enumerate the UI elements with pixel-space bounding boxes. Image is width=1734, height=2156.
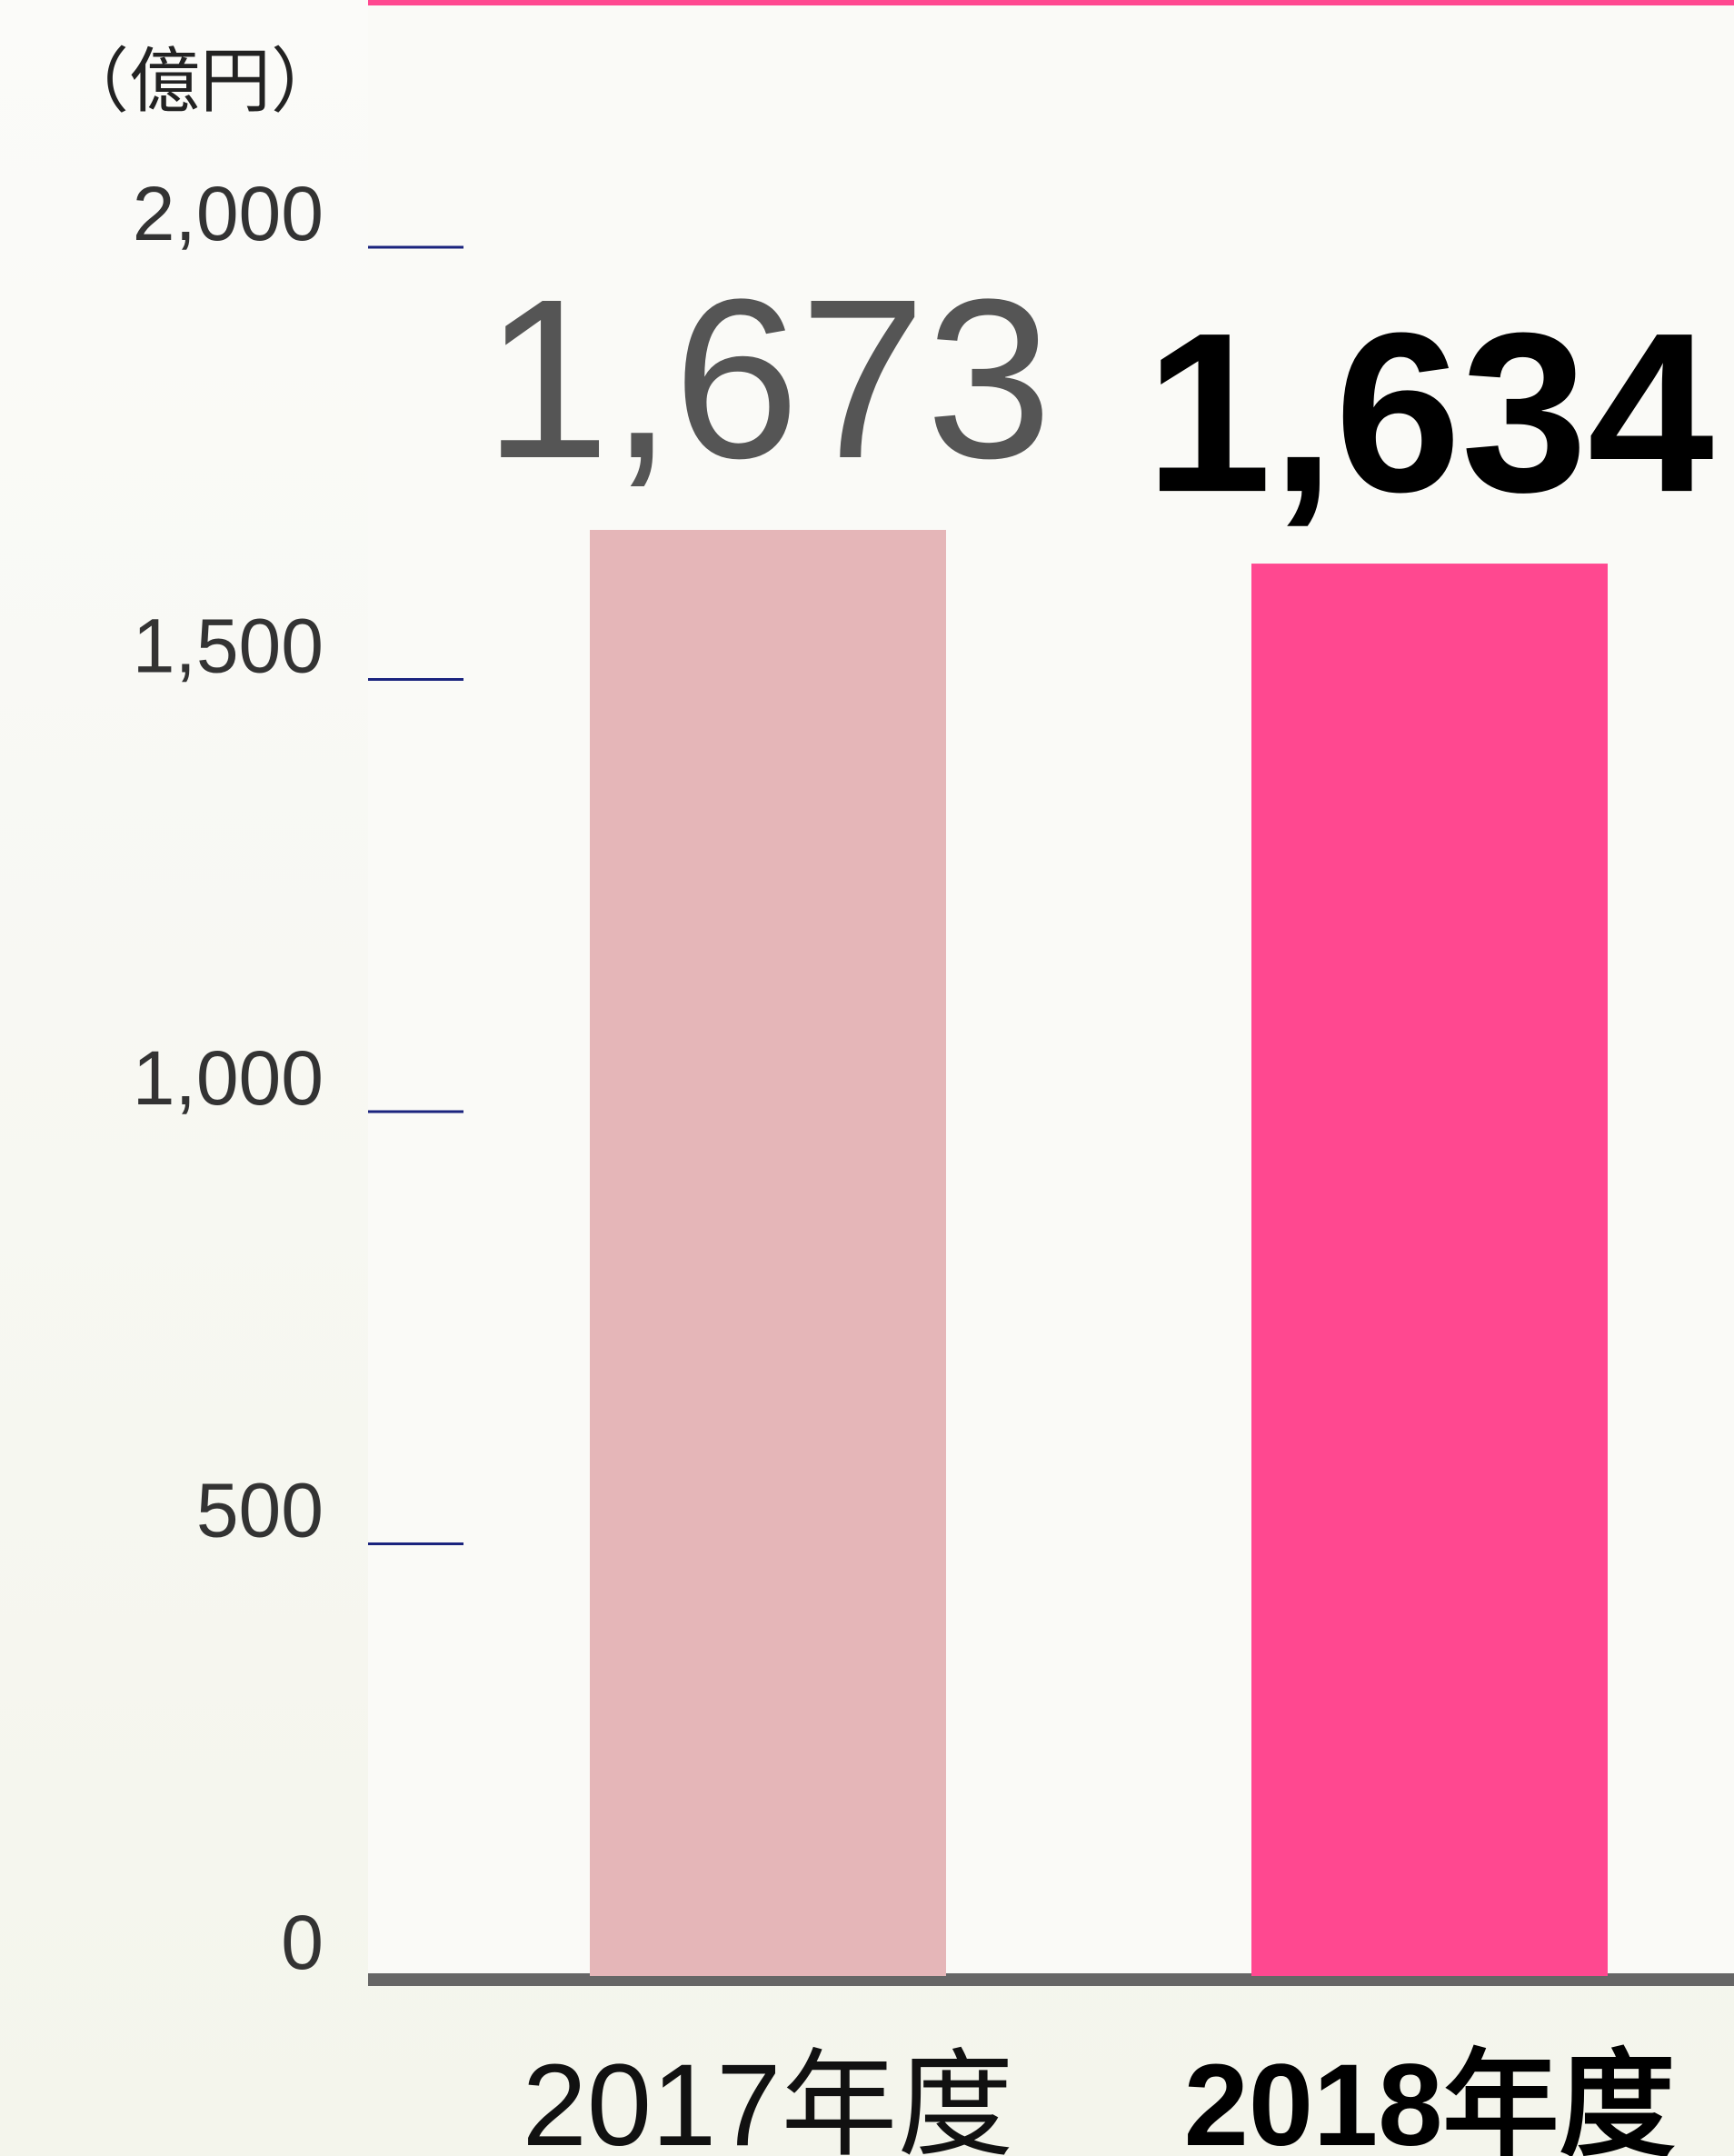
y-tick-label: 1,500	[133, 604, 324, 689]
y-tick-label: 0	[281, 1900, 324, 1985]
value-label: 1,673	[483, 252, 1052, 505]
y-tick-label: 1,000	[133, 1035, 324, 1121]
bar	[1251, 564, 1608, 1977]
y-tick-label: 2,000	[133, 171, 324, 256]
y-tick-label: 500	[196, 1468, 324, 1553]
x-tick-label: 2017年度	[523, 2041, 1014, 2156]
bar	[590, 529, 946, 1976]
value-label: 1,634	[1145, 285, 1714, 539]
x-tick-label: 2018年度	[1184, 2041, 1676, 2156]
unit-label: （億円）	[58, 41, 342, 121]
